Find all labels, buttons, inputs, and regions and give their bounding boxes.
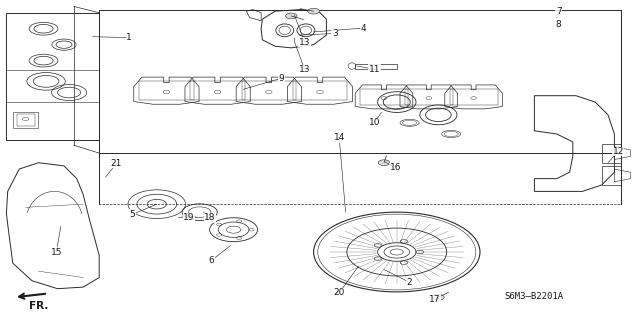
Text: 5: 5: [130, 210, 135, 219]
Text: 11: 11: [369, 65, 380, 74]
Text: 17: 17: [429, 295, 441, 304]
Text: 12: 12: [612, 147, 624, 156]
Ellipse shape: [390, 249, 403, 255]
Text: 21: 21: [111, 159, 122, 168]
Ellipse shape: [433, 294, 444, 300]
Text: 9: 9: [279, 74, 284, 83]
Text: 6: 6: [209, 256, 214, 265]
Text: 18: 18: [204, 213, 216, 222]
Text: 8: 8: [556, 20, 561, 29]
Text: 10: 10: [369, 118, 380, 127]
Text: 2: 2: [407, 278, 412, 287]
Text: 19: 19: [183, 213, 195, 222]
Text: 4: 4: [361, 24, 366, 33]
Text: 14: 14: [333, 133, 345, 142]
Text: S6M3–B2201A: S6M3–B2201A: [505, 292, 564, 300]
Text: 3: 3: [332, 29, 337, 38]
Text: 16: 16: [390, 163, 401, 172]
Ellipse shape: [308, 8, 319, 14]
Text: 13: 13: [299, 65, 310, 74]
Ellipse shape: [189, 207, 211, 218]
Text: 7: 7: [556, 7, 561, 16]
Text: 13: 13: [299, 38, 310, 47]
Ellipse shape: [186, 212, 198, 218]
Text: 15: 15: [51, 248, 62, 256]
Text: 1: 1: [127, 33, 132, 42]
Text: FR.: FR.: [29, 301, 48, 311]
Ellipse shape: [378, 160, 390, 166]
Ellipse shape: [285, 13, 297, 19]
Text: 20: 20: [333, 288, 345, 297]
